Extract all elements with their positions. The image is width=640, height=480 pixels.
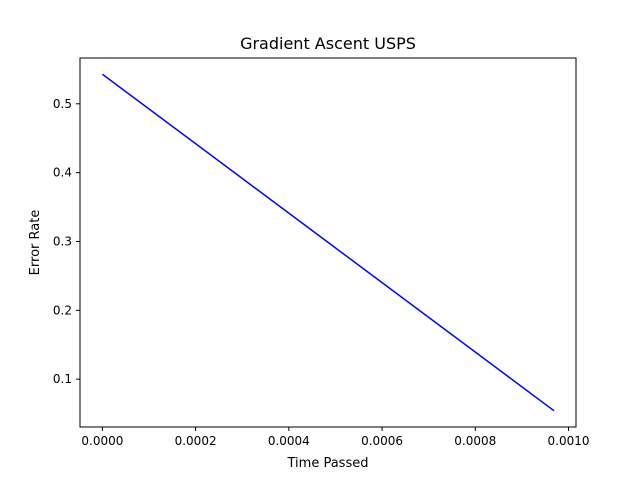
x-tick-label: 0.0008 bbox=[454, 434, 496, 448]
y-tick-label: 0.2 bbox=[53, 303, 72, 317]
x-tick-label: 0.0004 bbox=[268, 434, 310, 448]
y-tick-label: 0.4 bbox=[53, 166, 72, 180]
x-tick-label: 0.0002 bbox=[175, 434, 217, 448]
y-tick-label: 0.1 bbox=[53, 372, 72, 386]
x-tick-label: 0.0010 bbox=[548, 434, 590, 448]
series-line-0 bbox=[101, 73, 555, 412]
y-tick-label: 0.3 bbox=[53, 234, 72, 248]
y-tick-label: 0.5 bbox=[53, 97, 72, 111]
y-axis-ticks: 0.1 0.2 0.3 0.4 0.5 bbox=[53, 97, 80, 386]
x-axis-ticks: 0.0000 0.0002 0.0004 0.0006 0.0008 0.0010 bbox=[81, 427, 590, 448]
series-layer bbox=[101, 73, 555, 412]
x-tick-label: 0.0006 bbox=[361, 434, 403, 448]
y-axis-label: Error Rate bbox=[28, 210, 43, 276]
x-tick-label: 0.0000 bbox=[81, 434, 123, 448]
chart-title: Gradient Ascent USPS bbox=[240, 34, 416, 53]
x-axis-label: Time Passed bbox=[287, 456, 369, 471]
